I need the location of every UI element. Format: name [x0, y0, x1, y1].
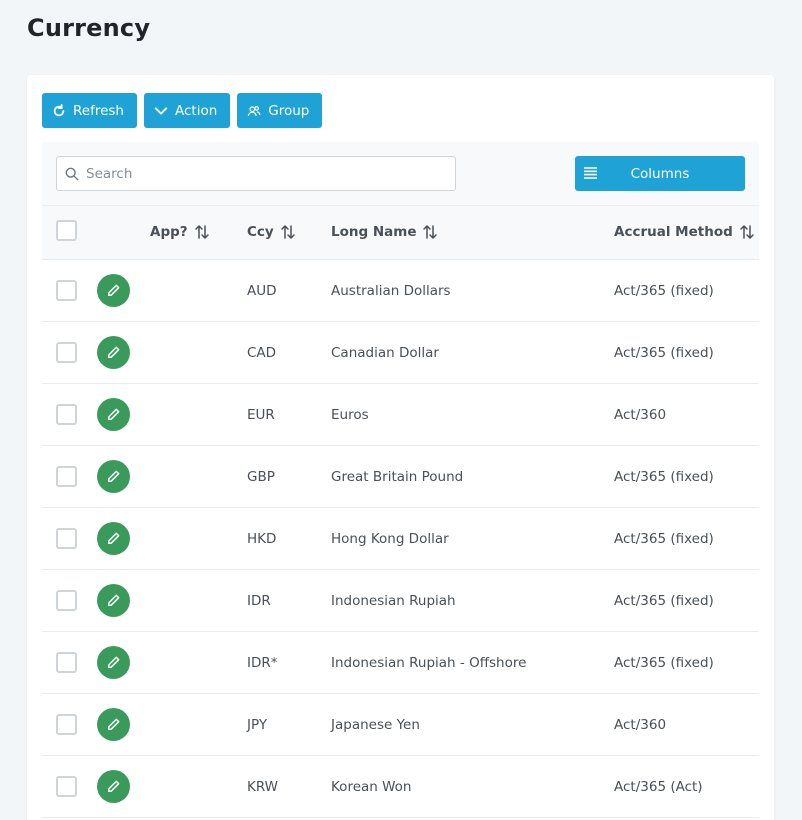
columns-label: Columns [630, 165, 690, 182]
cell-long-name: Japanese Yen [331, 717, 420, 733]
table-controls: Columns [42, 142, 759, 206]
row-checkbox[interactable] [56, 590, 77, 611]
cell-accrual-method: Act/365 (fixed) [614, 469, 714, 485]
edit-button[interactable] [97, 584, 130, 617]
cell-ccy: EUR [247, 407, 275, 423]
row-checkbox[interactable] [56, 714, 77, 735]
header-long-name-label: Long Name [331, 224, 417, 240]
chevron-down-icon [154, 104, 168, 118]
table-row: IDR Indonesian Rupiah Act/365 (fixed) [42, 570, 759, 632]
header-ccy[interactable]: Ccy [247, 224, 296, 240]
table-body: AUD Australian Dollars Act/365 (fixed) C… [42, 260, 759, 818]
table-row: AUD Australian Dollars Act/365 (fixed) [42, 260, 759, 322]
cell-ccy: KRW [247, 779, 279, 795]
cell-ccy: AUD [247, 283, 277, 299]
pencil-icon [108, 284, 120, 296]
table-row: EUR Euros Act/360 [42, 384, 759, 446]
edit-button[interactable] [97, 398, 130, 431]
cell-ccy: IDR [247, 593, 271, 609]
header-ccy-label: Ccy [247, 224, 274, 240]
group-button[interactable]: Group [237, 93, 323, 128]
row-checkbox[interactable] [56, 528, 77, 549]
cell-accrual-method: Act/365 (fixed) [614, 655, 714, 671]
cell-long-name: Great Britain Pound [331, 469, 464, 485]
row-checkbox[interactable] [56, 466, 77, 487]
row-checkbox[interactable] [56, 342, 77, 363]
table-row: JPY Japanese Yen Act/360 [42, 694, 759, 756]
action-button[interactable]: Action [143, 93, 231, 128]
table-row: CAD Canadian Dollar Act/365 (fixed) [42, 322, 759, 384]
cell-ccy: GBP [247, 469, 275, 485]
edit-button[interactable] [97, 646, 130, 679]
table-row: GBP Great Britain Pound Act/365 (fixed) [42, 446, 759, 508]
header-app-label: App? [150, 224, 188, 240]
cell-long-name: Indonesian Rupiah [331, 593, 456, 609]
refresh-icon [52, 103, 66, 118]
search-box [56, 156, 456, 191]
row-checkbox[interactable] [56, 280, 77, 301]
select-all-checkbox[interactable] [56, 220, 77, 241]
action-label: Action [174, 102, 218, 119]
row-checkbox[interactable] [56, 776, 77, 797]
refresh-button[interactable]: Refresh [42, 93, 137, 128]
refresh-label: Refresh [73, 102, 124, 119]
pencil-icon [108, 780, 120, 792]
edit-button[interactable] [97, 708, 130, 741]
edit-button[interactable] [97, 460, 130, 493]
cell-long-name: Korean Won [331, 779, 412, 795]
cell-long-name: Hong Kong Dollar [331, 531, 449, 547]
cell-accrual-method: Act/365 (fixed) [614, 531, 714, 547]
row-checkbox[interactable] [56, 404, 77, 425]
users-icon [247, 104, 261, 118]
table-row: IDR* Indonesian Rupiah - Offshore Act/36… [42, 632, 759, 694]
table-header: App? Ccy Long Name [42, 206, 759, 260]
cell-long-name: Australian Dollars [331, 283, 451, 299]
cell-accrual-method: Act/365 (fixed) [614, 345, 714, 361]
group-label: Group [268, 102, 310, 119]
toolbar: Refresh Action Group [42, 93, 323, 128]
cell-ccy: JPY [247, 717, 268, 733]
columns-button[interactable]: Columns [575, 156, 745, 191]
header-app[interactable]: App? [150, 224, 210, 240]
pencil-icon [108, 594, 120, 606]
search-icon [65, 167, 79, 181]
table-row: KRW Korean Won Act/365 (Act) [42, 756, 759, 818]
page-title: Currency [27, 14, 151, 42]
table-row: HKD Hong Kong Dollar Act/365 (fixed) [42, 508, 759, 570]
edit-button[interactable] [97, 522, 130, 555]
cell-long-name: Euros [331, 407, 369, 423]
pencil-icon [108, 532, 120, 544]
row-checkbox[interactable] [56, 652, 77, 673]
cell-long-name: Canadian Dollar [331, 345, 439, 361]
cell-long-name: Indonesian Rupiah - Offshore [331, 655, 527, 671]
cell-ccy: IDR* [247, 655, 278, 671]
sort-icon [280, 224, 296, 240]
edit-button[interactable] [97, 770, 130, 803]
pencil-icon [108, 718, 120, 730]
edit-button[interactable] [97, 274, 130, 307]
pencil-icon [108, 346, 120, 358]
edit-button[interactable] [97, 336, 130, 369]
currency-table: Columns App? Ccy [42, 142, 759, 818]
search-input[interactable] [86, 158, 455, 189]
sort-icon [422, 224, 438, 240]
currency-card: Refresh Action Group [27, 75, 774, 820]
cell-accrual-method: Act/365 (fixed) [614, 593, 714, 609]
pencil-icon [108, 656, 120, 668]
cell-accrual-method: Act/365 (Act) [614, 779, 703, 795]
cell-accrual-method: Act/360 [614, 717, 667, 733]
header-accrual-method[interactable]: Accrual Method [614, 224, 755, 240]
cell-ccy: CAD [247, 345, 277, 361]
sort-icon [739, 224, 755, 240]
list-icon [583, 166, 598, 180]
cell-accrual-method: Act/365 (fixed) [614, 283, 714, 299]
cell-ccy: HKD [247, 531, 277, 547]
sort-icon [194, 224, 210, 240]
header-accrual-method-label: Accrual Method [614, 224, 733, 240]
pencil-icon [108, 408, 120, 420]
header-long-name[interactable]: Long Name [331, 224, 438, 240]
cell-accrual-method: Act/360 [614, 407, 667, 423]
pencil-icon [108, 470, 120, 482]
